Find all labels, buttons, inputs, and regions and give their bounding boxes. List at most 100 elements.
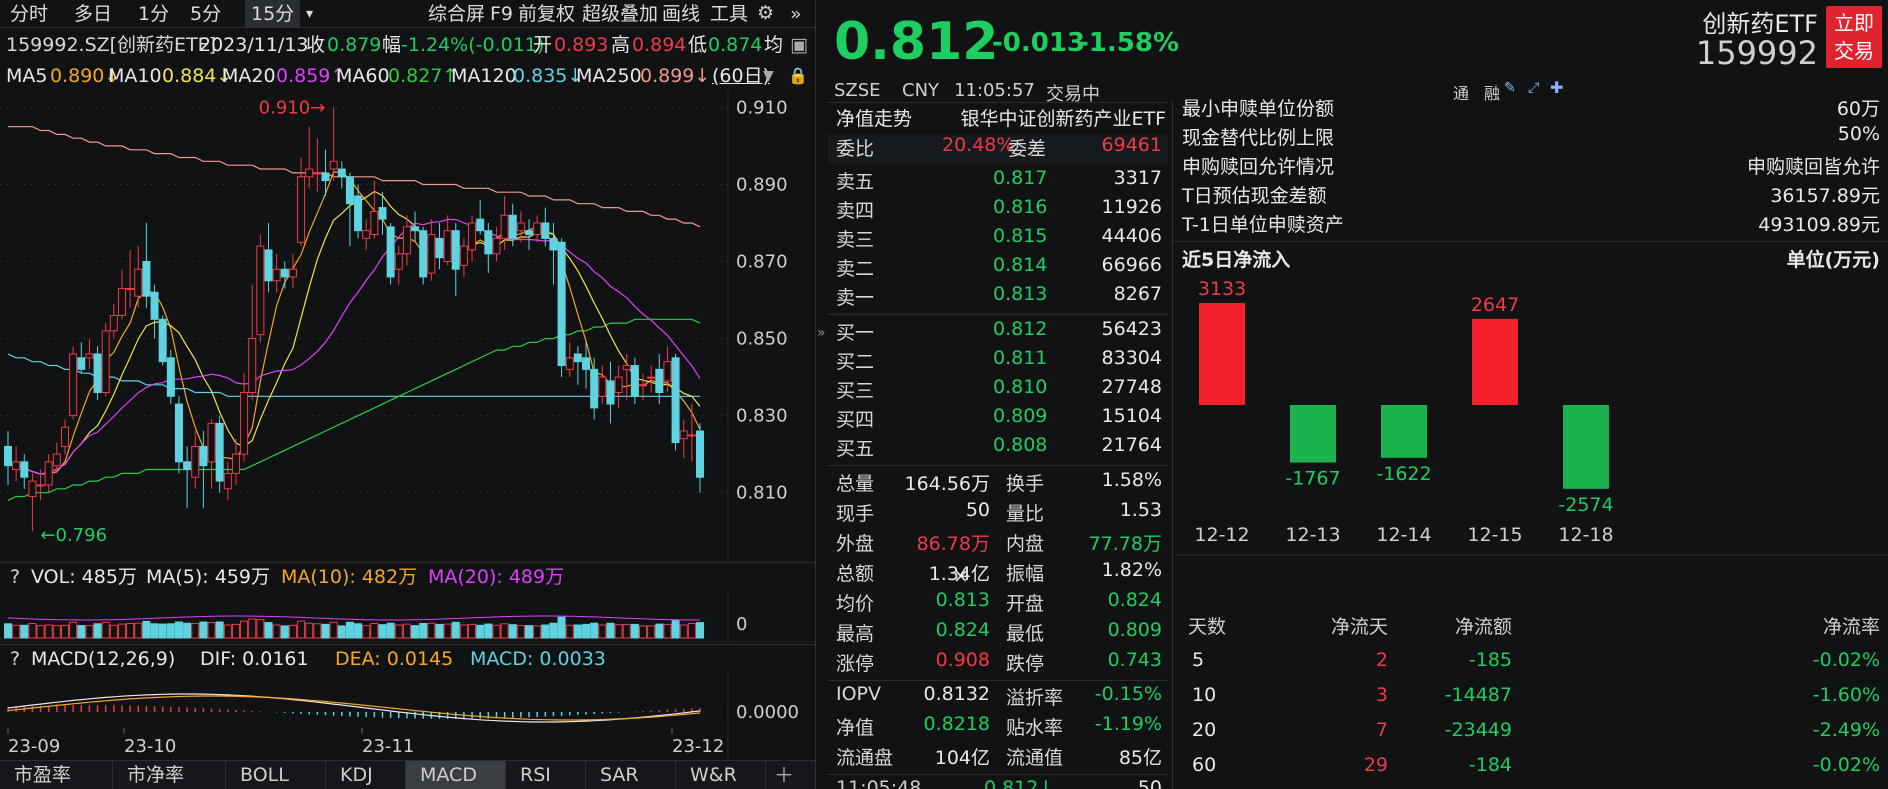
macd-chart: 0.0000 (0, 672, 799, 728)
volume-bar (427, 622, 436, 639)
low-label: 低 (688, 34, 708, 56)
lock-icon[interactable]: 🔒 (788, 66, 808, 85)
collapse-panel-icon[interactable]: » (817, 325, 826, 341)
candle (329, 107, 338, 181)
volume-bar (598, 624, 607, 639)
ma-label-ma5: MA5 (6, 65, 48, 87)
tab-indicator-1[interactable]: 市净率 (113, 761, 226, 789)
tab-kdj[interactable]: KDJ (326, 761, 406, 789)
stat-value: 0.908 (935, 649, 990, 671)
candle (280, 261, 289, 289)
volume-bar (484, 623, 493, 639)
flow-table-header: 净流率 (1822, 616, 1880, 638)
volume-bar (394, 624, 403, 639)
flow-table-cell: 29 (1363, 754, 1388, 776)
low-value: 0.874 (708, 34, 763, 56)
candle (256, 234, 265, 343)
ma-value-ma20: 0.859↑ (276, 65, 347, 87)
stat-value: 0.809 (1107, 619, 1162, 641)
x-tick-label: 23-09 (8, 736, 60, 757)
macd-dif-line (7, 693, 701, 723)
candle (223, 461, 232, 501)
tab-rsi[interactable]: RSI (506, 761, 586, 789)
period-tab-intraday[interactable]: 分时 (10, 3, 49, 25)
f9-button[interactable]: F9 (490, 3, 514, 25)
adjust-button[interactable]: 前复权 (518, 3, 576, 25)
draw-line-button[interactable]: 画线 (662, 3, 701, 25)
ma-label-ma120: MA120 (451, 65, 517, 87)
tick-price: 0.812 (984, 777, 1039, 789)
divider (828, 680, 1168, 681)
candle (476, 199, 485, 235)
stat-label: 贴水率 (1006, 717, 1064, 739)
tab-wr[interactable]: W&R (676, 761, 766, 789)
close-panel-icon[interactable]: ✕ (953, 566, 969, 588)
candle (142, 222, 151, 308)
stat-label: 流通值 (1006, 747, 1064, 769)
stat-value: 77.78万 (1088, 533, 1162, 555)
macd-tick-label: 0.0000 (736, 702, 799, 723)
inflow-date-label: 12-13 (1285, 524, 1340, 546)
candle (248, 284, 257, 401)
period-tab-15min[interactable]: 15分 (245, 0, 301, 28)
macd-help-icon[interactable]: ? (10, 648, 21, 670)
add-tab-icon[interactable]: ＋ (774, 763, 794, 787)
weibi-row-bg (828, 133, 1168, 163)
volume-bar (28, 623, 37, 639)
candle (630, 357, 639, 405)
tab-indicator-0[interactable]: 市盈率 (0, 761, 113, 789)
ma-line-ma60 (7, 318, 701, 501)
ma-range-dropdown-icon[interactable]: ▼ (763, 68, 774, 84)
layout-icon[interactable]: ▣ (790, 34, 808, 56)
stat-label: 换手 (1006, 473, 1045, 495)
inflow-value-label: 2647 (1471, 294, 1519, 316)
inflow-value-label: 3133 (1198, 278, 1246, 300)
candle (199, 431, 208, 509)
gear-icon[interactable]: ⚙ (757, 2, 775, 24)
divider (828, 102, 1168, 103)
overlay-button[interactable]: 超级叠加 (582, 3, 659, 25)
period-tab-multiday[interactable]: 多日 (74, 3, 113, 25)
candlestick-chart[interactable]: 0.910 0.890 0.870 0.850 0.830 0.810 0.910→ ←0.7… (0, 92, 815, 562)
volume-bar (590, 622, 599, 639)
macd-dea-line (7, 695, 701, 721)
flow-table-header: 净流额 (1454, 616, 1512, 638)
more-icon[interactable]: » (790, 3, 802, 25)
volume-bar (20, 624, 29, 639)
trade-now-button[interactable]: 立即 交易 (1826, 6, 1882, 68)
period-dropdown-icon[interactable]: ▾ (306, 6, 314, 22)
inflow-bar (1290, 405, 1336, 463)
net-inflow-title: 近5日净流入 (1182, 249, 1291, 271)
ma-range-selector[interactable]: (60日) (712, 65, 771, 87)
volume-bar (639, 625, 648, 639)
candle (402, 215, 411, 266)
bid-volume: 27748 (1101, 376, 1162, 398)
volume-bar (52, 625, 61, 639)
divider (1172, 100, 1173, 789)
inflow-value-label: -1767 (1285, 468, 1340, 490)
volume-bar (264, 622, 273, 639)
last-price: 0.812 (834, 12, 999, 72)
expand-icon[interactable]: ⤢ (1528, 80, 1540, 96)
volume-bar (500, 623, 509, 639)
candle (337, 161, 346, 189)
add-icon[interactable]: ✚ (1550, 78, 1564, 97)
ma-value-ma250: 0.899↓ (640, 65, 711, 87)
tab-sar[interactable]: SAR (586, 761, 676, 789)
period-tab-5min[interactable]: 5分 (190, 3, 222, 25)
toolbar: 分时 多日 1分 5分 15分 ▾ 综合屏 F9 前复权 超级叠加 画线 工具 … (0, 0, 815, 28)
volume-help-icon[interactable]: ? (10, 566, 21, 588)
edit-icon[interactable]: ✎ (1504, 80, 1516, 96)
tab-macd[interactable]: MACD (406, 761, 506, 789)
divider (828, 465, 1168, 466)
tab-boll[interactable]: BOLL (226, 761, 326, 789)
period-tab-1min[interactable]: 1分 (138, 3, 170, 25)
composite-screen-button[interactable]: 综合屏 (428, 3, 486, 25)
stat-value: 104亿 (934, 747, 990, 769)
volume-chart: 0 (0, 590, 815, 642)
tools-button[interactable]: 工具 (710, 3, 749, 25)
chart-panel: 分时 多日 1分 5分 15分 ▾ 综合屏 F9 前复权 超级叠加 画线 工具 … (0, 0, 969, 789)
nav-trend-label[interactable]: 净值走势 (836, 108, 913, 130)
stat-value: 50 (965, 499, 990, 521)
volume-bar (443, 623, 452, 639)
